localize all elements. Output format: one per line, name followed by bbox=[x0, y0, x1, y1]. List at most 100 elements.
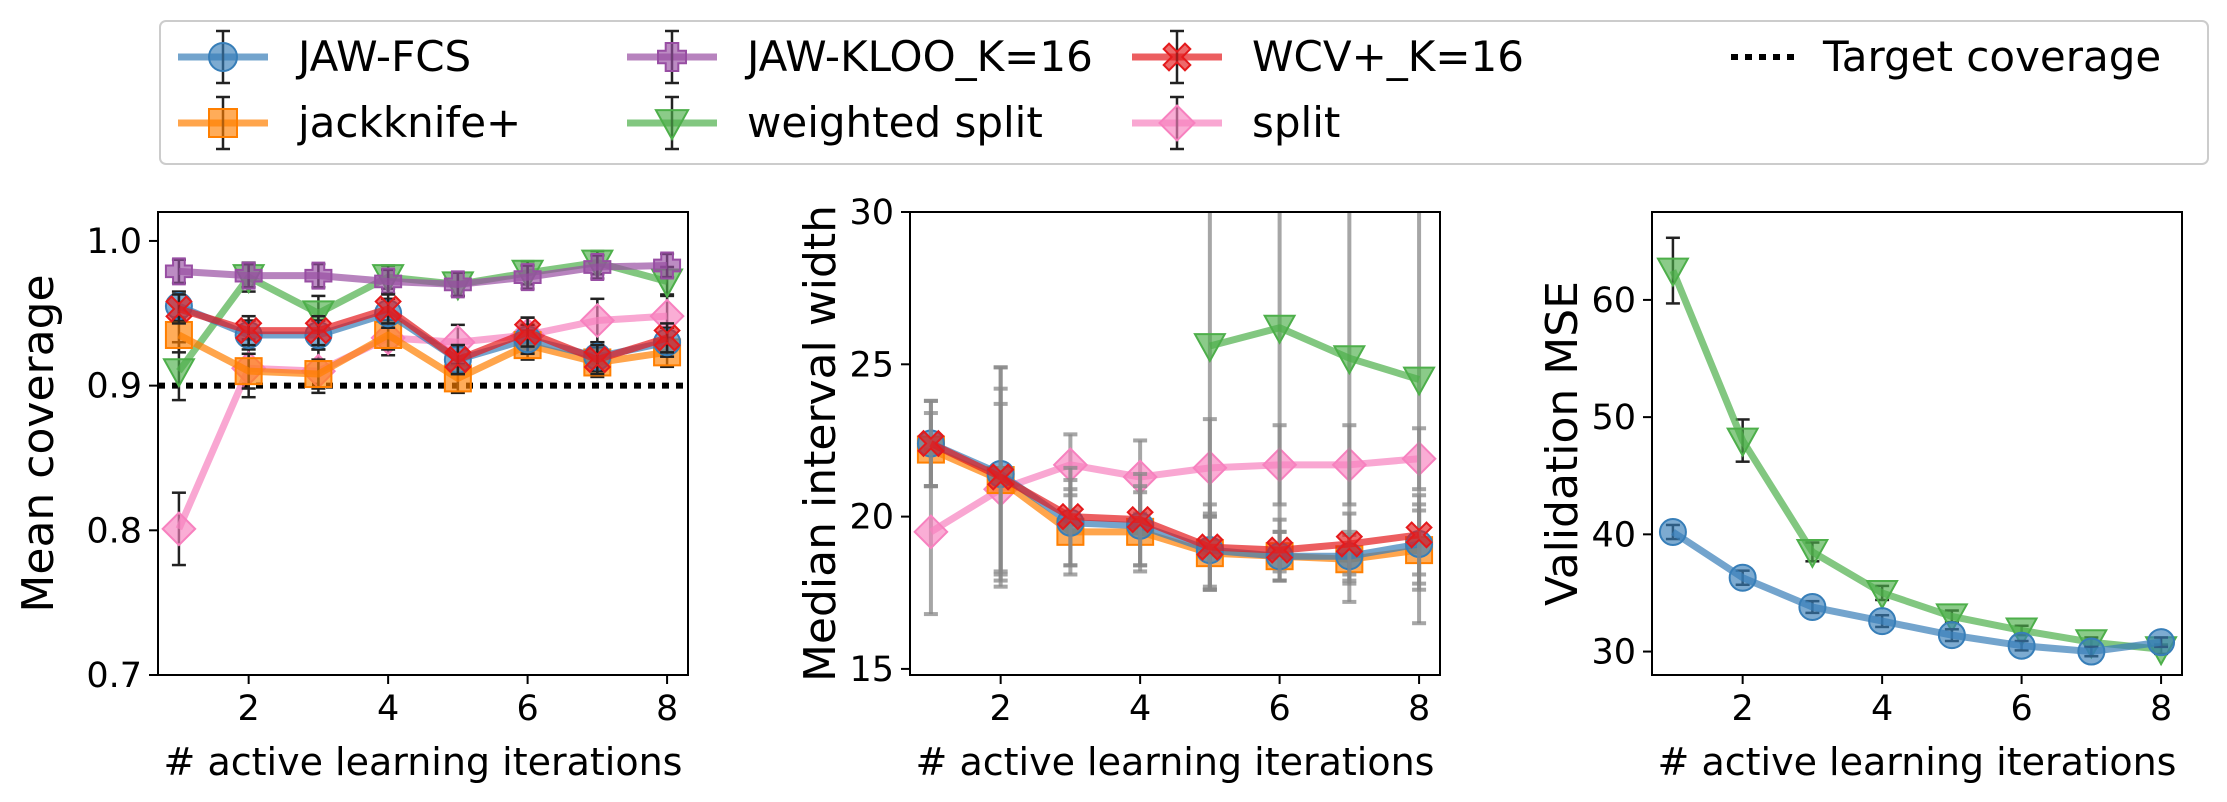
point-jackknife bbox=[234, 357, 263, 386]
point-wcv-k-16 bbox=[986, 463, 1015, 491]
series-split bbox=[913, 401, 1437, 617]
point-jackknife bbox=[164, 320, 193, 349]
point-jaw-fcs bbox=[2147, 628, 2176, 657]
legend-swatch-marker bbox=[654, 109, 690, 142]
y-tick-label: 60 bbox=[1591, 281, 1636, 321]
x-axis-label: # active learning iterations bbox=[164, 740, 683, 784]
axes-frame bbox=[157, 211, 689, 676]
legend-entry-jackknife: jackknife+ bbox=[178, 95, 521, 151]
point-wcv-k-16 bbox=[1335, 530, 1364, 558]
legend-swatch-marker bbox=[657, 42, 687, 72]
y-tick-label: 30 bbox=[849, 193, 894, 233]
point-jaw-fcs bbox=[1868, 607, 1897, 636]
y-tick-label: 0.8 bbox=[86, 511, 142, 551]
point-jaw-fcs bbox=[1728, 563, 1757, 592]
plot-area bbox=[913, 212, 1437, 626]
point-weighted-split bbox=[162, 358, 196, 389]
point-wcv-k-16 bbox=[165, 295, 193, 323]
legend-swatch-marker bbox=[208, 108, 238, 138]
point-wcv-k-16 bbox=[513, 318, 542, 346]
point-wcv-k-16 bbox=[917, 429, 945, 458]
legend-swatch-marker bbox=[1158, 104, 1196, 142]
x-tick-label: 8 bbox=[1408, 689, 1430, 729]
point-jaw-kloo-k-16 bbox=[653, 251, 682, 280]
legend: JAW-FCS JAW-KLOO_K=16 WCV+_K=16 Target cove… bbox=[159, 20, 2209, 165]
point-split bbox=[579, 302, 616, 339]
series-jaw-kloo-k-16 bbox=[164, 251, 682, 299]
series-wcv-k-16 bbox=[165, 293, 681, 376]
coverage-panel: 2 4 6 8 0.7 0.8 0.9 1.0 # active learning iterat… bbox=[13, 211, 689, 784]
x-tick-label: 2 bbox=[1732, 689, 1754, 729]
y-tick-label: 15 bbox=[849, 650, 894, 690]
axes-frame bbox=[909, 211, 1441, 676]
point-jackknife bbox=[304, 360, 333, 389]
legend-entry-jaw-fcs: JAW-FCS bbox=[178, 29, 471, 85]
point-weighted-split bbox=[1402, 366, 1436, 397]
x-tick-label: 4 bbox=[1871, 689, 1893, 729]
plot-area bbox=[1656, 236, 2178, 667]
legend-label-weighted-split: weighted split bbox=[747, 98, 1043, 147]
interval-width-panel: 2 4 6 8 15 20 25 30 # active learning iterations… bbox=[795, 193, 1441, 784]
series-weighted-split bbox=[1656, 236, 2178, 667]
plot-area bbox=[158, 249, 688, 567]
x-tick-label: 2 bbox=[990, 689, 1012, 729]
point-weighted-split bbox=[1656, 257, 1690, 288]
point-wcv-k-16 bbox=[444, 345, 472, 374]
point-jaw-kloo-k-16 bbox=[164, 257, 193, 286]
legend-label-jaw-kloo-k-16: JAW-KLOO_K=16 bbox=[744, 32, 1093, 81]
x-tick-label: 6 bbox=[1268, 689, 1290, 729]
legend-label-jackknife: jackknife+ bbox=[297, 98, 521, 147]
point-wcv-k-16 bbox=[653, 324, 681, 352]
y-tick-label: 30 bbox=[1591, 633, 1636, 673]
point-weighted-split bbox=[1332, 345, 1366, 376]
validation-mse-panel: 2 4 6 8 30 40 50 60 # active learning iterations… bbox=[1537, 211, 2183, 784]
point-weighted-split bbox=[1935, 603, 1969, 634]
series-line-weighted-split bbox=[1669, 269, 2162, 653]
point-jaw-kloo-k-16 bbox=[304, 261, 333, 290]
point-jaw-fcs bbox=[2077, 637, 2106, 666]
y-axis-label: Mean coverage bbox=[13, 274, 64, 612]
series-wcv-k-16 bbox=[917, 365, 1433, 592]
point-wcv-k-16 bbox=[583, 345, 612, 374]
point-jaw-kloo-k-16 bbox=[443, 270, 472, 299]
point-wcv-k-16 bbox=[234, 316, 263, 345]
y-tick-label: 0.7 bbox=[86, 656, 142, 696]
point-wcv-k-16 bbox=[374, 295, 402, 323]
legend-label-target-coverage: Target coverage bbox=[1822, 32, 2161, 81]
legend-entry-split: split bbox=[1132, 95, 1340, 151]
x-tick-label: 4 bbox=[1129, 689, 1151, 729]
point-weighted-split bbox=[301, 300, 336, 331]
x-tick-label: 6 bbox=[2010, 689, 2032, 729]
point-weighted-split bbox=[1795, 538, 1830, 569]
point-jaw-fcs bbox=[1658, 517, 1687, 546]
x-tick-label: 2 bbox=[238, 689, 260, 729]
point-split bbox=[161, 511, 197, 547]
legend-swatch-marker bbox=[208, 42, 238, 72]
point-weighted-split bbox=[1865, 579, 1899, 610]
legend-entry-wcv-k-16: WCV+_K=16 bbox=[1132, 29, 1524, 85]
point-wcv-k-16 bbox=[1196, 533, 1224, 561]
y-axis-label: Median interval width bbox=[795, 205, 846, 682]
axes-frame bbox=[1651, 211, 2183, 676]
point-wcv-k-16 bbox=[1056, 502, 1085, 531]
y-tick-label: 0.9 bbox=[86, 367, 142, 407]
y-axis-label: Validation MSE bbox=[1537, 281, 1588, 606]
y-tick-label: 40 bbox=[1591, 515, 1636, 555]
legend-label-wcv-k-16: WCV+_K=16 bbox=[1252, 32, 1524, 81]
x-tick-label: 6 bbox=[516, 689, 538, 729]
series-line-weighted-split bbox=[1208, 324, 1421, 383]
point-jaw-kloo-k-16 bbox=[583, 252, 612, 281]
point-weighted-split bbox=[1262, 314, 1297, 345]
series-line-wcv-k-16 bbox=[177, 305, 669, 364]
legend-swatch-marker bbox=[1162, 42, 1192, 72]
legend-label-jaw-fcs: JAW-FCS bbox=[295, 32, 471, 81]
legend-entry-jaw-kloo-k-16: JAW-KLOO_K=16 bbox=[627, 29, 1093, 85]
point-jaw-kloo-k-16 bbox=[234, 261, 263, 290]
point-jaw-fcs bbox=[1937, 621, 1966, 650]
point-wcv-k-16 bbox=[1126, 505, 1154, 534]
x-axis-label: # active learning iterations bbox=[1658, 740, 2177, 784]
point-split bbox=[913, 514, 949, 550]
legend-entry-weighted-split: weighted split bbox=[627, 95, 1043, 151]
point-jaw-fcs bbox=[2007, 631, 2036, 660]
